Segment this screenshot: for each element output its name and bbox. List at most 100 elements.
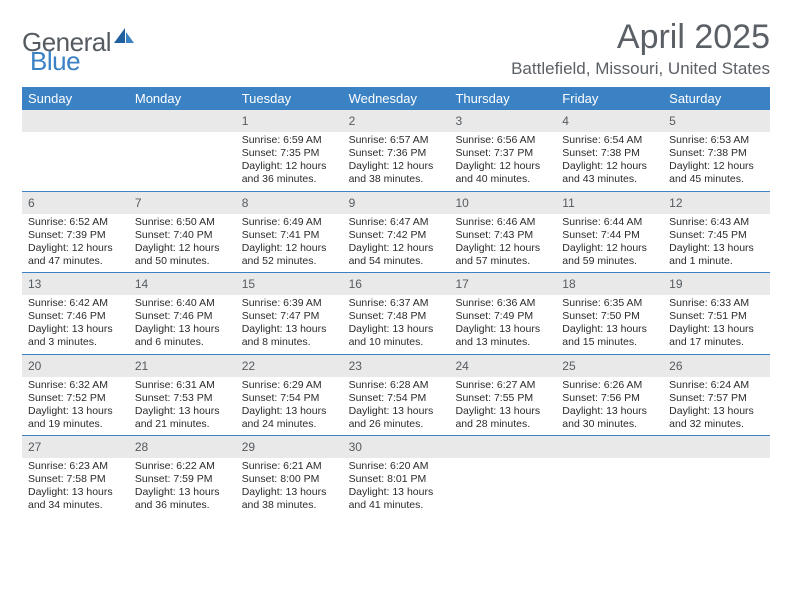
- day-number: 26: [669, 359, 682, 373]
- day-cell: 5Sunrise: 6:53 AMSunset: 7:38 PMDaylight…: [663, 110, 770, 191]
- day-content: Sunrise: 6:31 AMSunset: 7:53 PMDaylight:…: [129, 377, 236, 436]
- daylight-text: Daylight: 12 hours and 57 minutes.: [455, 242, 550, 268]
- day-cell: 18Sunrise: 6:35 AMSunset: 7:50 PMDayligh…: [556, 273, 663, 354]
- day-content: Sunrise: 6:26 AMSunset: 7:56 PMDaylight:…: [556, 377, 663, 436]
- day-header-row: SundayMondayTuesdayWednesdayThursdayFrid…: [22, 87, 770, 110]
- day-header: Saturday: [663, 87, 770, 110]
- day-content: Sunrise: 6:44 AMSunset: 7:44 PMDaylight:…: [556, 214, 663, 273]
- day-number-row: 2: [343, 110, 450, 132]
- day-number-row: 28: [129, 436, 236, 458]
- sunset-text: Sunset: 7:42 PM: [349, 229, 444, 242]
- sunrise-text: Sunrise: 6:47 AM: [349, 216, 444, 229]
- day-number-row: 17: [449, 273, 556, 295]
- day-content: Sunrise: 6:20 AMSunset: 8:01 PMDaylight:…: [343, 458, 450, 517]
- sunset-text: Sunset: 7:41 PM: [242, 229, 337, 242]
- day-number-row: 11: [556, 192, 663, 214]
- day-cell: 17Sunrise: 6:36 AMSunset: 7:49 PMDayligh…: [449, 273, 556, 354]
- day-cell: [556, 436, 663, 517]
- calendar-body: 1Sunrise: 6:59 AMSunset: 7:35 PMDaylight…: [22, 110, 770, 517]
- day-number: 27: [28, 440, 41, 454]
- day-number: 18: [562, 277, 575, 291]
- day-cell: 7 Sunrise: 6:50 AMSunset: 7:40 PMDaylight…: [129, 192, 236, 273]
- day-number-row: 4: [556, 110, 663, 132]
- day-cell: 10Sunrise: 6:46 AMSunset: 7:43 PMDayligh…: [449, 192, 556, 273]
- daylight-text: Daylight: 13 hours and 17 minutes.: [669, 323, 764, 349]
- day-content: Sunrise: 6:39 AMSunset: 7:47 PMDaylight:…: [236, 295, 343, 354]
- sunrise-text: Sunrise: 6:53 AM: [669, 134, 764, 147]
- daylight-text: Daylight: 13 hours and 36 minutes.: [135, 486, 230, 512]
- sunrise-text: Sunrise: 6:49 AM: [242, 216, 337, 229]
- day-content: Sunrise: 6:57 AMSunset: 7:36 PMDaylight:…: [343, 132, 450, 191]
- daylight-text: Daylight: 12 hours and 59 minutes.: [562, 242, 657, 268]
- day-cell: 8Sunrise: 6:49 AMSunset: 7:41 PMDaylight…: [236, 192, 343, 273]
- calendar-week: 6Sunrise: 6:52 AMSunset: 7:39 PMDaylight…: [22, 192, 770, 274]
- day-number-row: 5: [663, 110, 770, 132]
- day-content: [449, 458, 556, 514]
- sunset-text: Sunset: 7:38 PM: [669, 147, 764, 160]
- sunset-text: Sunset: 7:46 PM: [135, 310, 230, 323]
- day-content: Sunrise: 6:50 AMSunset: 7:40 PMDaylight:…: [129, 214, 236, 273]
- sunset-text: Sunset: 7:58 PM: [28, 473, 123, 486]
- day-number: [669, 440, 672, 454]
- day-number: 30: [349, 440, 362, 454]
- day-cell: [449, 436, 556, 517]
- day-number: 29: [242, 440, 255, 454]
- day-number-row: 14: [129, 273, 236, 295]
- daylight-text: Daylight: 13 hours and 34 minutes.: [28, 486, 123, 512]
- day-cell: 27Sunrise: 6:23 AMSunset: 7:58 PMDayligh…: [22, 436, 129, 517]
- sunrise-text: Sunrise: 6:59 AM: [242, 134, 337, 147]
- daylight-text: Daylight: 13 hours and 19 minutes.: [28, 405, 123, 431]
- day-cell: 3Sunrise: 6:56 AMSunset: 7:37 PMDaylight…: [449, 110, 556, 191]
- day-content: [129, 132, 236, 188]
- month-title: April 2025: [511, 18, 770, 57]
- logo-sail-icon: [113, 26, 135, 49]
- day-number-row: 20: [22, 355, 129, 377]
- page-header: General April 2025 Battlefield, Missouri…: [22, 18, 770, 79]
- day-content: Sunrise: 6:42 AMSunset: 7:46 PMDaylight:…: [22, 295, 129, 354]
- day-cell: 22Sunrise: 6:29 AMSunset: 7:54 PMDayligh…: [236, 355, 343, 436]
- calendar-week: 20Sunrise: 6:32 AMSunset: 7:52 PMDayligh…: [22, 355, 770, 437]
- day-cell: 16Sunrise: 6:37 AMSunset: 7:48 PMDayligh…: [343, 273, 450, 354]
- daylight-text: Daylight: 12 hours and 40 minutes.: [455, 160, 550, 186]
- day-number: 24: [455, 359, 468, 373]
- sunset-text: Sunset: 7:53 PM: [135, 392, 230, 405]
- daylight-text: Daylight: 13 hours and 15 minutes.: [562, 323, 657, 349]
- day-number-row: 22: [236, 355, 343, 377]
- daylight-text: Daylight: 12 hours and 38 minutes.: [349, 160, 444, 186]
- logo-text-blue: Blue: [30, 46, 80, 76]
- sunset-text: Sunset: 7:51 PM: [669, 310, 764, 323]
- day-cell: 4Sunrise: 6:54 AMSunset: 7:38 PMDaylight…: [556, 110, 663, 191]
- daylight-text: Daylight: 13 hours and 6 minutes.: [135, 323, 230, 349]
- sunset-text: Sunset: 7:43 PM: [455, 229, 550, 242]
- day-content: [556, 458, 663, 514]
- day-number-row: 30: [343, 436, 450, 458]
- sunrise-text: Sunrise: 6:32 AM: [28, 379, 123, 392]
- sunrise-text: Sunrise: 6:57 AM: [349, 134, 444, 147]
- sunrise-text: Sunrise: 6:56 AM: [455, 134, 550, 147]
- day-number-row: 12: [663, 192, 770, 214]
- day-number: 28: [135, 440, 148, 454]
- day-number: 4: [562, 114, 569, 128]
- day-header: Tuesday: [236, 87, 343, 110]
- sunset-text: Sunset: 7:54 PM: [242, 392, 337, 405]
- day-number: 14: [135, 277, 148, 291]
- daylight-text: Daylight: 12 hours and 43 minutes.: [562, 160, 657, 186]
- sunset-text: Sunset: 7:49 PM: [455, 310, 550, 323]
- day-number: 7: [135, 196, 142, 210]
- day-content: Sunrise: 6:47 AMSunset: 7:42 PMDaylight:…: [343, 214, 450, 273]
- day-cell: 11Sunrise: 6:44 AMSunset: 7:44 PMDayligh…: [556, 192, 663, 273]
- day-number: [28, 114, 31, 128]
- day-number-row: 16: [343, 273, 450, 295]
- day-number: [135, 114, 138, 128]
- day-number-row: [129, 110, 236, 132]
- day-number: 20: [28, 359, 41, 373]
- sunrise-text: Sunrise: 6:21 AM: [242, 460, 337, 473]
- day-number: 10: [455, 196, 468, 210]
- sunrise-text: Sunrise: 6:22 AM: [135, 460, 230, 473]
- day-number: 17: [455, 277, 468, 291]
- day-cell: 23Sunrise: 6:28 AMSunset: 7:54 PMDayligh…: [343, 355, 450, 436]
- sunrise-text: Sunrise: 6:35 AM: [562, 297, 657, 310]
- day-number-row: [556, 436, 663, 458]
- day-number: [562, 440, 565, 454]
- day-number: 8: [242, 196, 249, 210]
